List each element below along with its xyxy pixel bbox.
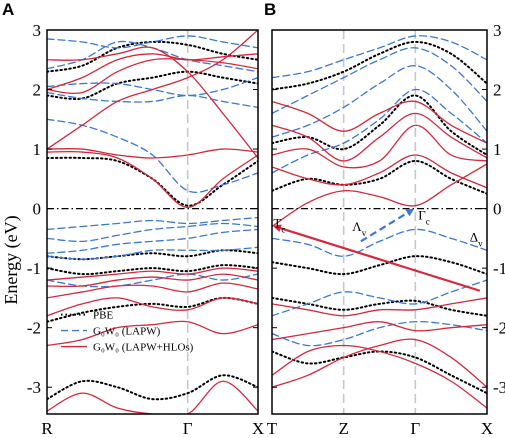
legend-label-1: G₀W₀ (LAPW) <box>93 326 161 338</box>
xtick-label: X <box>481 419 493 438</box>
dashed-band-5 <box>47 118 258 193</box>
ytick-label: -1 <box>493 259 505 278</box>
legend-label-2: G₀W₀ (LAPW+HLOs) <box>93 342 194 354</box>
panel-frame <box>271 29 488 415</box>
dashed-band-1 <box>47 246 258 260</box>
ytick-label: 2 <box>33 81 42 100</box>
y-axis-title: Energy (eV) <box>1 215 22 304</box>
dotted-band-3 <box>47 249 258 261</box>
xtick-label: Z <box>338 419 348 438</box>
ytick-label: 3 <box>33 21 42 40</box>
dashed-band-0 <box>47 273 258 288</box>
solid-band-2 <box>47 297 258 317</box>
solid-band-7 <box>47 147 258 159</box>
dashed-band-1 <box>272 279 487 317</box>
panel-frame <box>46 29 259 415</box>
dashed-band-5 <box>272 47 487 114</box>
transition-arrow-0 <box>272 224 481 292</box>
panel-letter-a: A <box>2 0 14 19</box>
solid-band-1 <box>47 320 258 347</box>
xtick-label: Γ <box>410 419 420 438</box>
ytick-label: -3 <box>493 378 505 397</box>
annotation-subscript: c <box>281 225 285 235</box>
solid-band-3 <box>272 297 487 317</box>
annotation-symbol: Γ <box>418 207 426 222</box>
solid-band-8 <box>272 100 487 144</box>
annotation-1: Γc <box>418 207 430 226</box>
dotted-band-1 <box>47 296 258 323</box>
xtick-label: Γ <box>183 419 193 438</box>
dashed-band-6 <box>47 91 258 109</box>
solid-band-5 <box>47 267 258 281</box>
solid-band-11 <box>47 46 258 159</box>
dotted-band-0 <box>47 374 258 401</box>
dotted-band-5 <box>272 40 487 91</box>
annotation-0: Tc <box>273 216 285 235</box>
dotted-band-0 <box>272 350 487 395</box>
ytick-label: 0 <box>33 200 42 219</box>
dotted-band-5 <box>47 70 258 100</box>
ytick-label: -1 <box>27 259 41 278</box>
dotted-band-2 <box>272 255 487 276</box>
dotted-band-2 <box>47 264 258 276</box>
dashed-band-9 <box>47 35 258 49</box>
annotation-3: Δv <box>470 229 483 248</box>
annotation-subscript: c <box>426 216 430 226</box>
xtick-label: X <box>252 419 264 438</box>
dotted-band-4 <box>272 94 487 157</box>
solid-band-0 <box>272 338 487 388</box>
panel-letter-b: B <box>264 0 276 19</box>
band-lines <box>272 35 487 409</box>
solid-band-5 <box>272 154 487 189</box>
dotted-band-6 <box>47 40 258 73</box>
solid-band-10 <box>47 53 258 91</box>
solid-band-4 <box>272 163 487 228</box>
dashed-band-4 <box>47 216 258 231</box>
dashed-band-3 <box>272 88 487 174</box>
ytick-label: 3 <box>493 21 502 40</box>
band-lines <box>47 30 258 414</box>
ytick-label: 1 <box>493 140 502 159</box>
solid-band-0 <box>47 380 258 414</box>
solid-band-8 <box>47 30 258 150</box>
xtick-label: R <box>41 419 53 438</box>
solid-band-3 <box>47 282 258 299</box>
solid-band-1 <box>272 344 487 409</box>
dotted-band-4 <box>47 156 258 207</box>
ytick-label: -2 <box>27 319 41 338</box>
solid-band-6 <box>272 124 487 169</box>
dashed-band-3 <box>47 222 258 243</box>
solid-band-6 <box>47 150 258 209</box>
solid-band-7 <box>272 112 487 162</box>
ytick-label: 0 <box>493 200 502 219</box>
ytick-label: 1 <box>33 140 42 159</box>
dashed-band-4 <box>272 65 487 138</box>
annotation-symbol: Δ <box>470 229 478 244</box>
ytick-label: -2 <box>493 319 505 338</box>
panel-a-plot: -3 -2 -1 0 1 2 3 R Γ X PBE G₀W₀ (LAPW) G₀W₀ (LAPW+HL… <box>27 21 264 438</box>
solid-band-2 <box>272 321 487 341</box>
solid-band-4 <box>47 273 258 288</box>
dotted-band-1 <box>272 296 487 317</box>
annotation-subscript: v <box>362 228 367 238</box>
annotation-subscript: v <box>478 238 483 248</box>
annotation-symbol: Λ <box>352 219 362 234</box>
transition-arrow-1 <box>360 208 415 243</box>
solid-band-9 <box>47 58 258 95</box>
dashed-band-2 <box>47 228 258 254</box>
dashed-band-6 <box>272 35 487 79</box>
legend-label-0: PBE <box>93 310 113 322</box>
annotation-symbol: T <box>273 216 281 231</box>
xtick-label: T <box>267 419 278 438</box>
annotation-2: Λv <box>352 219 366 238</box>
ytick-label: 2 <box>493 81 502 100</box>
dashed-band-2 <box>272 228 487 257</box>
ytick-label: -3 <box>27 378 41 397</box>
dashed-band-0 <box>272 320 487 347</box>
